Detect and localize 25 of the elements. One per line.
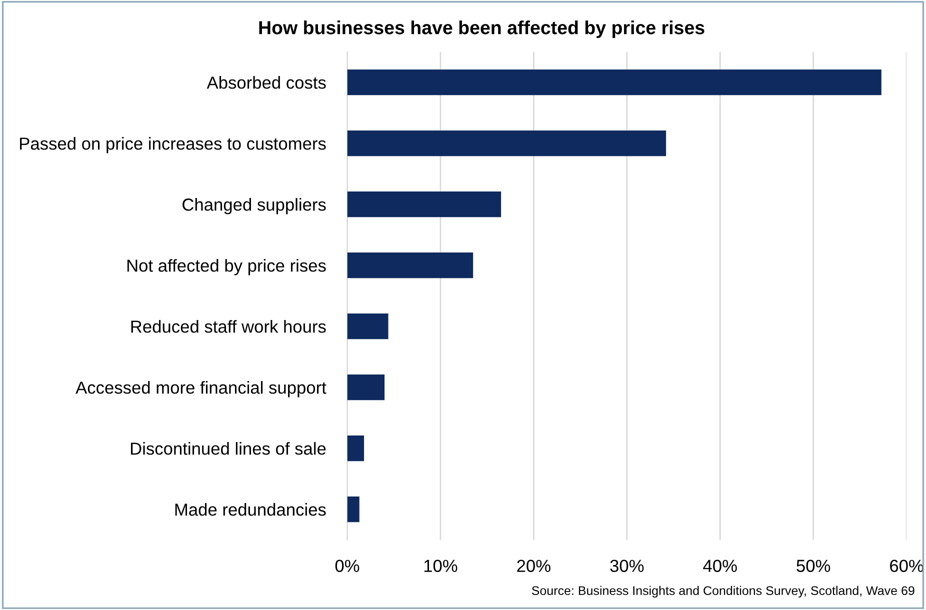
y-tick-label: Reduced staff work hours bbox=[131, 320, 326, 333]
y-tick-label: Accessed more financial support bbox=[76, 381, 326, 398]
bar bbox=[347, 130, 666, 156]
y-tick-label: Not affected by price rises bbox=[127, 259, 326, 276]
y-tick-label: Made redundancies bbox=[175, 503, 326, 516]
x-tick-label: 40% bbox=[703, 560, 737, 572]
x-tick-label: 30% bbox=[610, 560, 644, 572]
y-tick-label: Discontinued lines of sale bbox=[130, 442, 326, 455]
x-tick-label: 10% bbox=[424, 560, 458, 572]
x-tick-label: 60% bbox=[890, 560, 924, 572]
y-tick-label: Passed on price increases to customers bbox=[20, 137, 326, 154]
source-note: Source: Business Insights and Conditions Survey, Scotland, Wave 69 bbox=[532, 586, 914, 598]
bar bbox=[347, 436, 364, 462]
x-tick-label: 0% bbox=[335, 560, 360, 572]
chart-title: How businesses have been affected by price rises bbox=[259, 20, 704, 38]
bar bbox=[347, 70, 882, 96]
bar bbox=[347, 192, 502, 218]
y-tick-label: Absorbed costs bbox=[206, 76, 326, 89]
bar bbox=[347, 252, 474, 278]
bar bbox=[347, 314, 388, 340]
x-tick-label: 50% bbox=[796, 560, 830, 572]
bar bbox=[347, 374, 385, 400]
x-tick-label: 20% bbox=[517, 560, 550, 572]
bar bbox=[347, 496, 360, 522]
y-tick-label: Changed suppliers bbox=[182, 198, 326, 214]
